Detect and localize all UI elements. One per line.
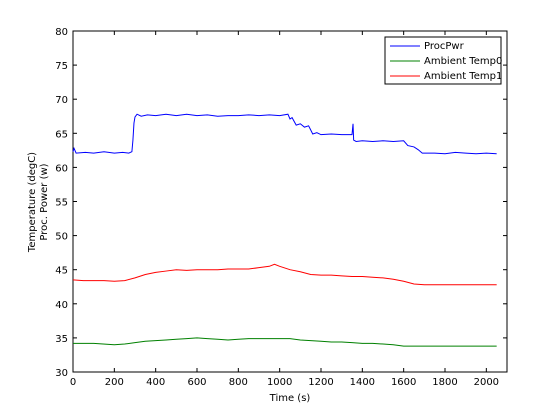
y-tick-label: 60 [55, 163, 68, 174]
y-tick-label: 65 [55, 129, 68, 140]
y-tick-label: 50 [55, 232, 68, 243]
series-line-ambient-temp0 [73, 337, 497, 347]
ticks-layer: 0 200 400 600 800 1000 1200 1400 1600 1800 2000 30 3… [55, 27, 507, 388]
x-tick-label: 400 [146, 377, 165, 388]
plot-area [72, 30, 508, 373]
y-tick-label: 80 [55, 27, 68, 38]
y-axis-label-line-2: Proc. Power (w) [39, 163, 50, 240]
y-tick-label: 30 [55, 368, 68, 379]
x-tick-label: 2000 [474, 377, 499, 388]
legend-label-procpwr: ProcPwr [424, 41, 465, 52]
y-tick-label: 35 [55, 334, 68, 345]
y-tick-label: 40 [55, 300, 68, 311]
y-tick-label: 55 [55, 198, 68, 209]
y-axis-label-group: Temperature (degC) Proc. Power (w) [27, 152, 50, 253]
series-layer [72, 113, 497, 347]
series-line-ambient-temp1 [72, 263, 497, 286]
legend: ProcPwr Ambient Temp0 Ambient Temp1 [384, 36, 502, 85]
y-tick-label: 75 [55, 61, 68, 72]
x-tick-label: 1000 [267, 377, 292, 388]
series-line-procpwr [72, 113, 497, 155]
x-tick-label: 1400 [350, 377, 375, 388]
x-tick-label: 600 [187, 377, 206, 388]
x-tick-label: 800 [229, 377, 248, 388]
x-axis-label: Time (s) [269, 393, 311, 404]
x-tick-label: 1600 [391, 377, 416, 388]
x-tick-label: 1800 [432, 377, 457, 388]
x-tick-label: 200 [105, 377, 124, 388]
y-tick-label: 70 [55, 95, 68, 106]
x-tick-label: 0 [70, 377, 76, 388]
legend-label-ambient-temp1: Ambient Temp1 [424, 71, 502, 82]
legend-label-ambient-temp0: Ambient Temp0 [424, 56, 502, 67]
x-tick-label: 1200 [308, 377, 333, 388]
y-tick-label: 45 [55, 266, 68, 277]
y-axis-label-line-1: Temperature (degC) [27, 152, 38, 253]
